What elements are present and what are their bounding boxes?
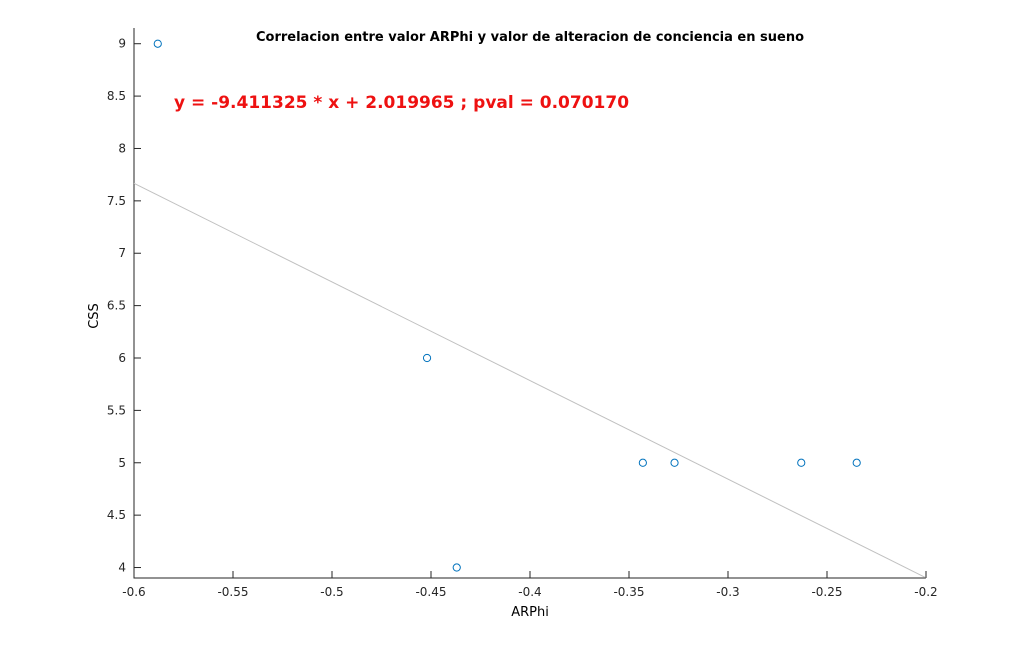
fit-line	[133, 182, 927, 579]
y-tick-label: 4	[118, 561, 126, 575]
y-tick-label: 7	[118, 246, 126, 260]
data-point	[638, 458, 647, 467]
y-tick-label: 9	[118, 37, 126, 51]
data-point	[670, 458, 679, 467]
y-tick-label: 5.5	[107, 403, 126, 417]
x-axis-label: ARPhi	[511, 605, 549, 620]
y-tick-label: 7.5	[107, 194, 126, 208]
y-tick-label: 5	[118, 456, 126, 470]
data-point	[153, 39, 162, 48]
data-point	[797, 458, 806, 467]
y-tick-label: 8	[118, 141, 126, 155]
y-tick-label: 8.5	[107, 89, 126, 103]
x-tick-label: -0.3	[716, 585, 739, 599]
x-tick-label: -0.4	[518, 585, 541, 599]
regression-annotation: y = -9.411325 * x + 2.019965 ; pval = 0.…	[174, 93, 629, 113]
x-tick-label: -0.45	[415, 585, 446, 599]
chart-title: Correlacion entre valor ARPhi y valor de…	[256, 30, 804, 45]
data-points	[153, 39, 861, 572]
y-tick-label: 4.5	[107, 508, 126, 522]
data-point	[452, 563, 461, 572]
data-point	[852, 458, 861, 467]
x-tick-label: -0.25	[811, 585, 842, 599]
x-tick-label: -0.5	[320, 585, 343, 599]
y-tick-label: 6	[118, 351, 126, 365]
x-axis-ticks: -0.6 -0.55 -0.5 -0.45 -0.4 -0.35 -0.3 -0.25 -0.2	[122, 571, 938, 599]
x-tick-label: -0.35	[613, 585, 644, 599]
x-tick-label: -0.2	[914, 585, 937, 599]
x-tick-label: -0.6	[122, 585, 145, 599]
x-tick-label: -0.55	[217, 585, 248, 599]
y-tick-label: 6.5	[107, 299, 126, 313]
y-axis-ticks: 4 4.5 5 5.5 6 6.5 7 7.5 8 8.5 9	[107, 37, 141, 575]
y-axis-label: CSS	[87, 303, 102, 329]
data-point	[422, 353, 432, 363]
